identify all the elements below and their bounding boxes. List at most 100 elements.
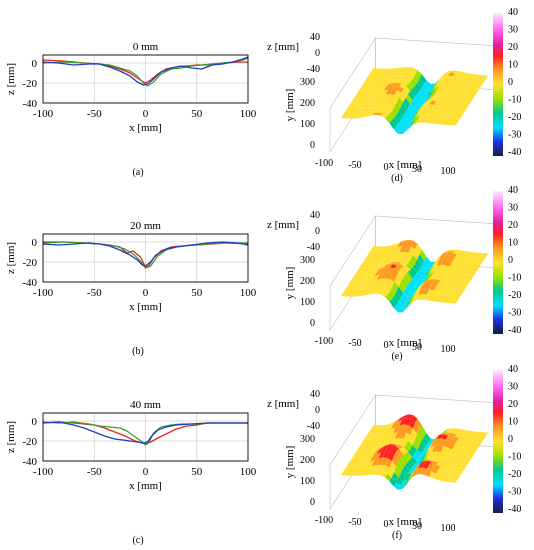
surface-cell xyxy=(385,285,392,293)
surface-cell xyxy=(443,251,451,253)
surface-cell xyxy=(457,432,464,437)
surface-cell xyxy=(371,292,379,294)
surface-cell xyxy=(472,74,480,79)
surface-cell xyxy=(356,111,364,116)
surface-cell xyxy=(437,253,444,260)
surface-cell xyxy=(377,85,384,90)
surface-cell xyxy=(398,308,405,313)
surface-cell xyxy=(374,452,382,461)
x-axis-label: x [mm] xyxy=(389,337,422,349)
surface-cell xyxy=(393,482,401,490)
surface-cell xyxy=(352,282,359,286)
x-tick-label: -100 xyxy=(315,158,333,169)
surface-cell xyxy=(399,245,407,253)
surface-cell xyxy=(371,425,378,429)
surface-cell xyxy=(363,277,371,283)
surface-cell xyxy=(421,260,429,269)
surface-cell xyxy=(359,450,366,454)
surface-cell xyxy=(450,261,457,269)
surface-cell xyxy=(477,431,484,436)
surface-cell xyxy=(382,427,389,433)
surface-cell xyxy=(445,94,453,99)
surface-cell xyxy=(442,298,450,303)
surface-cell xyxy=(402,239,409,247)
surface-cell xyxy=(438,111,445,117)
surface-cell xyxy=(373,72,380,76)
x-tick-label: -100 xyxy=(33,466,54,478)
surface-cell xyxy=(387,94,395,101)
surface-cell xyxy=(373,250,380,254)
surface-cell xyxy=(424,256,431,266)
surface-cell xyxy=(465,85,473,90)
colorbar-tick-label: -40 xyxy=(508,147,521,158)
surface-cell xyxy=(440,100,448,105)
surface-cell xyxy=(382,290,390,296)
surface-cell xyxy=(447,255,455,262)
surface-cell xyxy=(398,268,406,278)
surface-cell xyxy=(382,249,389,254)
surface-cell xyxy=(422,288,430,295)
surface-cell xyxy=(382,465,390,474)
surface-cell xyxy=(467,438,475,443)
surface-cell xyxy=(453,110,461,115)
surface-cell xyxy=(469,271,477,275)
surface-cell xyxy=(433,110,441,117)
surface-cell xyxy=(405,298,412,309)
surface-cell xyxy=(400,468,408,478)
y-tick-label: 100 xyxy=(300,297,315,308)
surface-cell xyxy=(398,473,406,482)
surface-cell xyxy=(384,245,391,250)
surface-cell xyxy=(408,435,415,446)
surface-cell xyxy=(434,90,442,95)
surface-cell xyxy=(474,256,482,261)
surface-cell xyxy=(421,449,428,460)
surface-cell xyxy=(450,428,458,432)
surface-cell xyxy=(376,446,384,451)
surface-cell xyxy=(456,438,464,444)
surface-cell xyxy=(445,101,452,106)
y-tick-label: -20 xyxy=(22,436,37,448)
colorbar xyxy=(493,370,503,513)
surface-cell xyxy=(406,77,413,82)
surface-cell xyxy=(411,110,419,119)
surface-cell xyxy=(352,274,360,279)
surface-cell xyxy=(414,283,422,288)
surface-cell xyxy=(378,111,386,114)
surface-cell xyxy=(463,88,470,93)
surface-cell xyxy=(446,249,453,252)
surface-cell xyxy=(350,464,357,469)
surface-cell xyxy=(454,77,462,84)
surface-cell xyxy=(403,80,411,85)
surface-cell xyxy=(431,105,439,111)
x-tick-label: 0 xyxy=(384,162,389,173)
surface-cell xyxy=(407,117,414,127)
surface-cell xyxy=(469,93,477,97)
surface-cell xyxy=(426,86,433,92)
surface-cell xyxy=(397,76,404,80)
surface-cell xyxy=(470,263,477,268)
surface-cell xyxy=(425,278,432,282)
surface-cell xyxy=(370,272,377,278)
surface-cell xyxy=(388,244,396,250)
surface-cell xyxy=(382,111,390,116)
surface-cell xyxy=(402,67,409,73)
plot-frame xyxy=(42,412,249,462)
surface-cell xyxy=(360,111,368,115)
surface-cell xyxy=(354,278,362,283)
surface-cell xyxy=(443,453,450,459)
surface-cell xyxy=(363,264,371,268)
surface-cell xyxy=(459,71,466,76)
surface-cell xyxy=(392,107,399,115)
surface-cell xyxy=(440,107,448,113)
surface-cell xyxy=(412,275,420,284)
surface-cell xyxy=(439,432,446,435)
surface-cell xyxy=(425,452,433,461)
surface-cell xyxy=(430,90,437,98)
surface-cell xyxy=(398,120,406,128)
surface-cell xyxy=(394,83,402,87)
surface-cell xyxy=(423,445,431,450)
surface-cell xyxy=(402,414,409,420)
surface-cell xyxy=(458,288,465,293)
surface-cell xyxy=(446,428,453,433)
